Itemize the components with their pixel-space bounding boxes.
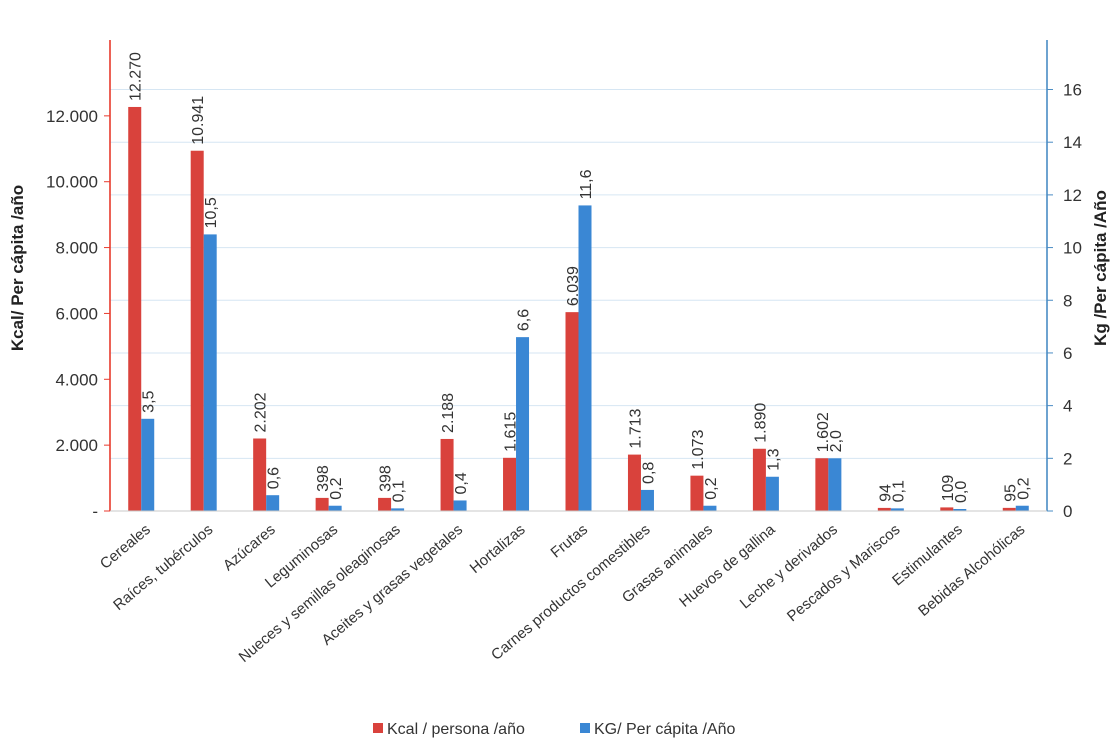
legend-swatch-kcal <box>373 723 383 733</box>
x-tick-label: Azúcares <box>220 521 279 574</box>
bar-kcal <box>940 507 954 511</box>
legend: Kcal / persona /año KG/ Per cápita /Año <box>373 721 736 738</box>
bar-kg <box>640 489 654 511</box>
bar-kcal <box>877 507 891 511</box>
y-left-tick-label: 6.000 <box>55 304 98 323</box>
data-label-kcal: 398 <box>378 465 395 492</box>
data-label-kcal: 1.602 <box>815 412 832 452</box>
bar-kg <box>141 418 155 511</box>
data-label-kcal: 2.188 <box>440 393 457 433</box>
data-label-kcal: 1.073 <box>690 430 707 470</box>
y-axis-left-title: Kcal/ Per cápita /año <box>8 185 27 351</box>
data-label-kcal: 95 <box>1002 484 1019 502</box>
x-tick-label: Frutas <box>548 521 591 561</box>
y-right-tick-label: 10 <box>1063 239 1082 258</box>
bar-kcal <box>440 438 454 511</box>
legend-label-kcal: Kcal / persona /año <box>387 721 525 738</box>
data-label-kcal: 109 <box>940 475 957 502</box>
data-label-kcal: 398 <box>315 465 332 492</box>
x-tick-label: Cereales <box>97 521 154 573</box>
bar-kcal <box>253 438 267 511</box>
data-label-kg: 0,1 <box>391 480 408 502</box>
data-label-kg: 0,8 <box>640 462 657 484</box>
bar-kcal <box>503 457 517 511</box>
bar-kg <box>828 458 842 511</box>
y-left-tick-label: - <box>92 502 98 521</box>
bar-kg <box>391 508 405 511</box>
y-right-tick-label: 14 <box>1063 133 1082 152</box>
y-right-tick-label: 2 <box>1063 449 1072 468</box>
y-left-tick-label: 12.000 <box>46 107 98 126</box>
x-tick-label: Bebidas Alcohólicas <box>915 521 1028 620</box>
data-label-kg: 10,5 <box>203 197 220 228</box>
bars <box>128 106 1029 511</box>
data-label-kg: 0,2 <box>328 477 345 499</box>
bar-kg <box>453 500 467 511</box>
bar-kg <box>516 337 530 511</box>
data-label-kg: 11,6 <box>578 169 595 199</box>
bar-kcal <box>565 312 579 511</box>
data-label-kg: 0,6 <box>266 467 283 489</box>
data-label-kcal: 12.270 <box>128 52 145 101</box>
data-label-kcal: 1.713 <box>627 408 644 448</box>
y-left-tick-label: 4.000 <box>55 370 98 389</box>
y-right-tick-label: 16 <box>1063 81 1082 100</box>
y-left-tick-label: 2.000 <box>55 436 98 455</box>
bar-kg <box>328 505 342 511</box>
y-right-tick-label: 8 <box>1063 291 1072 310</box>
x-tick-label: Pescados y Mariscos <box>784 521 903 625</box>
data-label-kg: 2,0 <box>828 430 845 452</box>
data-label-kg: 6,6 <box>516 309 533 331</box>
bar-kcal <box>128 106 142 511</box>
data-label-kg: 0,2 <box>1015 477 1032 499</box>
y-axis-right-title: Kg /Per cápita /Año <box>1091 190 1110 346</box>
data-label-kg: 0,4 <box>453 472 470 494</box>
bar-kcal <box>627 454 641 511</box>
y-right-tick-label: 12 <box>1063 186 1082 205</box>
data-label-kg: 3,5 <box>141 390 158 412</box>
bar-kg <box>266 495 280 511</box>
bar-kg <box>578 205 592 511</box>
y-right-tick-label: 0 <box>1063 502 1072 521</box>
bar-kg <box>953 509 967 511</box>
y-right-tick-label: 4 <box>1063 397 1072 416</box>
bar-kcal <box>690 475 704 511</box>
y-left-tick-label: 10.000 <box>46 173 98 192</box>
y-right-tick-label: 6 <box>1063 344 1072 363</box>
bar-kg <box>1015 505 1029 511</box>
data-label-kg: 0,2 <box>703 477 720 499</box>
data-label-kg: 0,0 <box>953 481 970 503</box>
data-label-kcal: 2.202 <box>253 392 270 432</box>
bar-kg <box>703 505 717 511</box>
bar-kcal <box>1002 507 1016 511</box>
data-label-kg: 0,1 <box>890 480 907 502</box>
legend-label-kg: KG/ Per cápita /Año <box>594 721 736 738</box>
bar-kcal <box>752 448 766 511</box>
bar-kcal <box>378 497 392 511</box>
data-label-kcal: 6.039 <box>565 266 582 306</box>
x-tick-label: Hortalizas <box>467 521 529 577</box>
bar-kg <box>890 508 904 511</box>
legend-swatch-kg <box>580 723 590 733</box>
bar-kcal <box>315 497 329 511</box>
axes: 0 2 4 6 8 10 12 14 16 - 2.000 4.000 6.000 8.000 10.000… <box>46 40 1082 521</box>
bar-kg <box>765 476 779 511</box>
data-label-kg: 1,3 <box>765 448 782 470</box>
bar-kcal <box>815 458 829 511</box>
data-label-kcal: 1.615 <box>503 412 520 452</box>
data-label-kcal: 94 <box>877 484 894 502</box>
bar-kcal <box>190 150 204 511</box>
data-label-kcal: 1.890 <box>752 403 769 443</box>
bar-kg <box>203 234 217 511</box>
data-label-kcal: 10.941 <box>190 96 207 145</box>
y-left-tick-label: 8.000 <box>55 239 98 258</box>
